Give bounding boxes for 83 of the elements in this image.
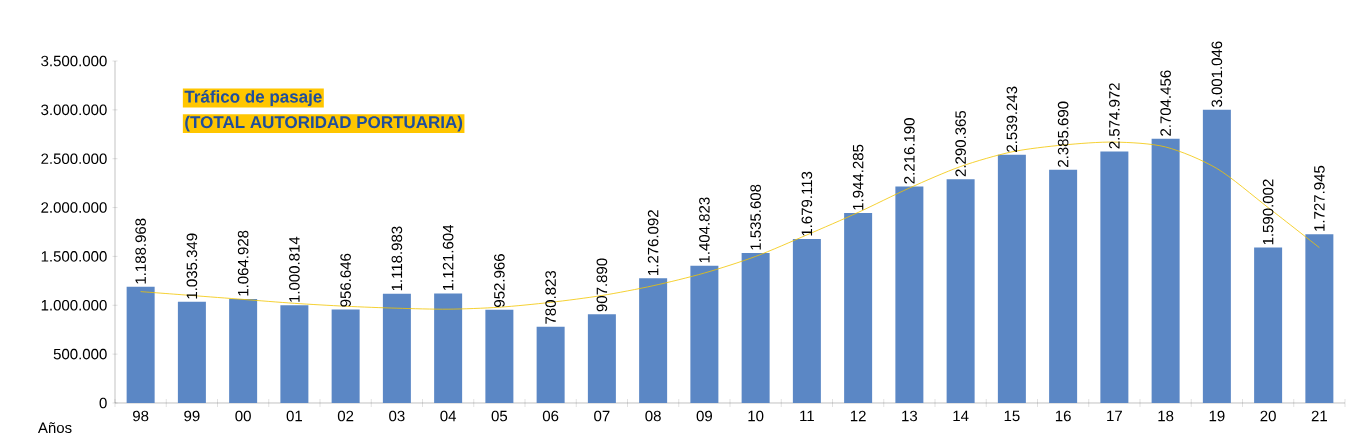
- bar: [690, 265, 719, 403]
- x-tick-label: 10: [748, 410, 764, 422]
- x-tick-label: 21: [1311, 410, 1327, 422]
- x-tick-label: 99: [184, 410, 200, 422]
- data-label: 907.890: [596, 258, 608, 312]
- x-tick-label: 19: [1209, 410, 1225, 422]
- data-label: 1.590.002: [1262, 179, 1274, 245]
- y-tick-label: 2.500.000: [41, 153, 107, 165]
- x-tick-label: 15: [1004, 410, 1020, 422]
- bar: [280, 305, 309, 403]
- x-tick-label: 98: [133, 410, 149, 422]
- bar: [331, 309, 360, 403]
- bar: [639, 278, 668, 403]
- x-tick-label: 00: [235, 410, 251, 422]
- bar: [382, 293, 411, 403]
- bar: [126, 286, 155, 403]
- x-axis-title: Años: [37, 422, 72, 434]
- bar: [1049, 169, 1078, 403]
- y-tick-label: 0: [99, 397, 107, 409]
- bar: [536, 326, 565, 403]
- bar: [844, 213, 873, 403]
- y-tick-label: 500.000: [53, 348, 107, 360]
- data-label: 2.385.690: [1057, 101, 1069, 167]
- x-tick-label: 09: [696, 410, 712, 422]
- y-tick-label: 3.500.000: [41, 55, 107, 67]
- x-tick-label: 12: [850, 410, 866, 422]
- data-label: 1.404.823: [699, 197, 710, 263]
- data-label: 2.216.190: [904, 118, 915, 184]
- bar: [946, 179, 975, 403]
- bar: [587, 314, 616, 403]
- data-label: 1.064.928: [237, 230, 249, 296]
- bar: [177, 301, 206, 403]
- x-tick-label: 14: [953, 410, 969, 421]
- x-tick-label: 20: [1260, 410, 1276, 422]
- bar: [229, 298, 258, 403]
- data-label: 1.727.945: [1314, 165, 1325, 231]
- bar: [895, 186, 924, 403]
- x-tick-label: 18: [1158, 410, 1174, 422]
- data-label: 956.646: [340, 253, 351, 307]
- data-label: 1.535.608: [750, 184, 761, 250]
- data-label: 780.823: [545, 270, 556, 324]
- x-tick-label: 06: [542, 410, 559, 422]
- bar: [1254, 247, 1283, 403]
- y-tick-label: 3.000.000: [41, 104, 107, 116]
- data-label: 2.290.365: [955, 110, 966, 177]
- bar: [792, 238, 821, 403]
- x-tick-label: 11: [800, 410, 814, 421]
- data-label: 3.001.046: [1211, 41, 1223, 107]
- x-tick-label: 04: [440, 410, 457, 422]
- data-label: 1.118.983: [391, 226, 403, 291]
- data-label: 1.944.285: [852, 144, 864, 210]
- data-label: 1.188.968: [135, 218, 146, 284]
- y-tick-label: 1.500.000: [41, 251, 107, 262]
- x-tick-label: 17: [1107, 410, 1122, 421]
- bar: [434, 293, 463, 403]
- text: (TOTAL AUTORIDAD PORTUARIA): [185, 115, 463, 132]
- data-label: 1.000.814: [289, 236, 300, 302]
- data-label: 2.574.972: [1109, 83, 1120, 149]
- x-tick-label: 01: [286, 410, 302, 422]
- data-label: 952.966: [494, 254, 505, 307]
- y-tick-label: 1.000.000: [41, 299, 107, 311]
- bar: [1100, 151, 1129, 403]
- x-tick-label: 16: [1055, 410, 1071, 422]
- x-tick-label: 13: [902, 410, 918, 422]
- data-label: 1.121.604: [442, 224, 454, 291]
- bar: [1202, 109, 1231, 403]
- bar: [997, 154, 1026, 403]
- x-tick-label: 02: [337, 410, 354, 422]
- x-tick-label: 07: [594, 410, 610, 422]
- bar: [1151, 138, 1180, 403]
- bar: [741, 252, 770, 403]
- x-tick-label: 03: [389, 410, 405, 422]
- data-label: 2.704.456: [1160, 70, 1171, 136]
- data-label: 2.539.243: [1006, 86, 1018, 152]
- data-label: 1.679.113: [801, 171, 813, 236]
- data-label: 1.276.092: [647, 210, 659, 275]
- bar: [1305, 234, 1334, 403]
- text: Tráfico de pasaje: [184, 90, 322, 107]
- x-tick-label: 05: [491, 410, 508, 422]
- y-tick-label: 2.000.000: [41, 202, 107, 213]
- x-tick-label: 08: [645, 410, 661, 422]
- bar: [485, 309, 514, 403]
- data-label: 1.035.349: [186, 233, 198, 299]
